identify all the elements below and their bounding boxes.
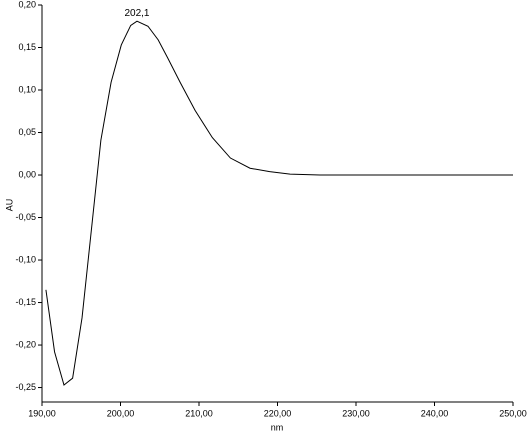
x-tick-label: 190,00 <box>28 408 56 418</box>
y-tick-label: -0,10 <box>15 254 36 264</box>
x-tick-label: 250,00 <box>499 408 527 418</box>
x-tick-label: 210,00 <box>185 408 213 418</box>
y-tick-label: -0,05 <box>15 212 36 222</box>
y-tick-label: 0,10 <box>18 84 36 94</box>
y-tick-label: -0,20 <box>15 339 36 349</box>
peak-label: 202,1 <box>124 8 149 19</box>
y-axis-label: AU <box>4 199 14 212</box>
y-tick-label: -0,15 <box>15 297 36 307</box>
x-tick-label: 240,00 <box>421 408 449 418</box>
x-axis-label: nm <box>271 422 284 432</box>
x-tick-label: 220,00 <box>264 408 292 418</box>
spectrum-line <box>45 20 513 386</box>
x-tick-label: 200,00 <box>107 408 135 418</box>
y-tick-label: -0,25 <box>15 382 36 392</box>
y-tick-label: 0,00 <box>18 169 36 179</box>
x-tick-label: 230,00 <box>342 408 370 418</box>
y-tick-label: 0,20 <box>18 0 36 9</box>
y-tick-label: 0,05 <box>18 127 36 137</box>
y-tick-label: 0,15 <box>18 42 36 52</box>
